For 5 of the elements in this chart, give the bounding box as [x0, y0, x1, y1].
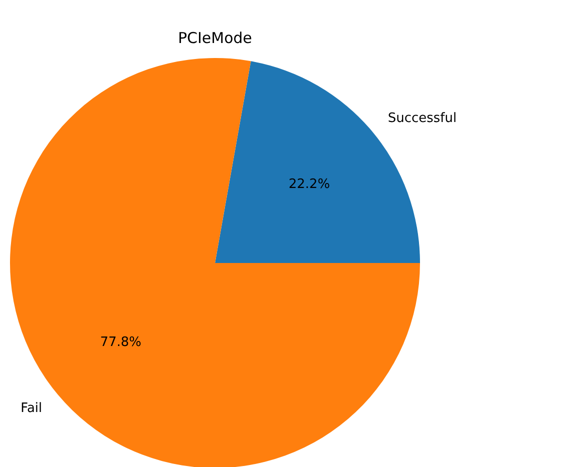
slice-label: Successful	[388, 111, 457, 126]
data-label: 22.2%	[288, 177, 330, 192]
slice-label: Fail	[20, 400, 42, 416]
data-label: 77.8%	[100, 334, 142, 350]
chart-title: PCIeMode	[178, 29, 252, 47]
